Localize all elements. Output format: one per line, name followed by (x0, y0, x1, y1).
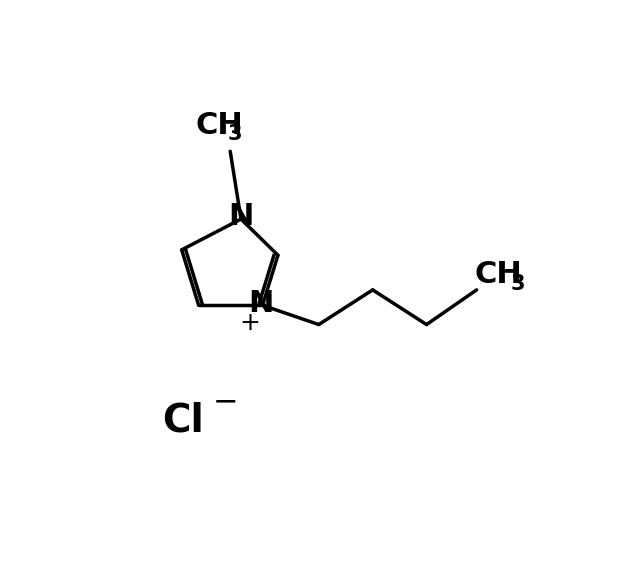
Text: Cl: Cl (163, 402, 204, 440)
Text: N: N (228, 203, 253, 231)
Text: N: N (248, 289, 274, 318)
Text: +: + (239, 311, 260, 335)
Text: CH: CH (196, 112, 243, 140)
Text: 3: 3 (511, 274, 525, 294)
Text: 3: 3 (228, 124, 243, 144)
Text: −: − (212, 387, 238, 416)
Text: CH: CH (474, 260, 522, 289)
